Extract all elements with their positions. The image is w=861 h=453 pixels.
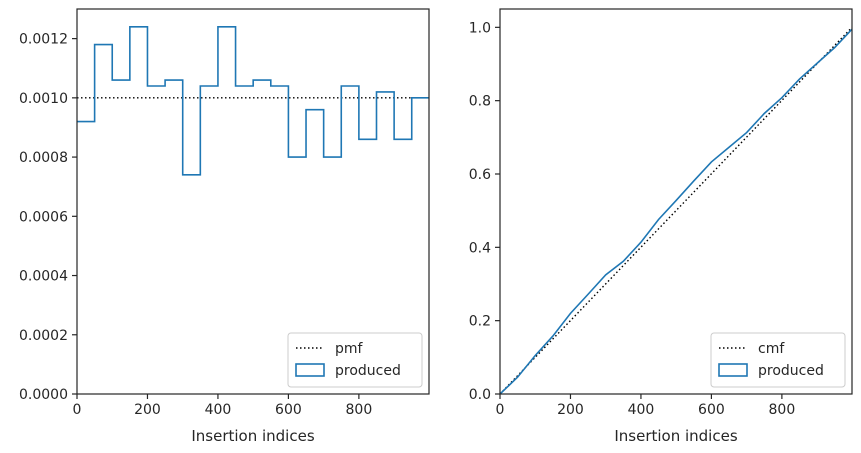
legend: cmf produced	[710, 332, 846, 388]
series-produced-line	[500, 28, 852, 394]
y-tick-label: 0.0004	[19, 269, 68, 285]
y-tick-label: 0.0002	[19, 328, 68, 344]
cmf-panel: 0 200 400 600 800 0.0 0.2 0.4 0.6 0.8 1.0 Insertion…	[469, 8, 853, 445]
x-tick-label: 800	[769, 402, 796, 418]
y-tick-label: 1.0	[469, 20, 491, 36]
y-tick-label: 0.0010	[19, 91, 68, 107]
legend: pmf produced	[287, 332, 423, 388]
y-tick-label: 0.6	[469, 167, 491, 183]
x-tick-label: 0	[496, 402, 505, 418]
y-tick-label: 0.2	[469, 314, 491, 330]
y-tick-label: 0.0006	[19, 209, 68, 225]
legend-cmf-label: cmf	[758, 341, 785, 357]
x-axis-label: Insertion indices	[614, 427, 737, 445]
series-group	[500, 26, 852, 394]
legend-produced-swatch	[718, 363, 748, 377]
y-tick-label: 0.0008	[19, 150, 68, 166]
x-tick-label: 0	[73, 402, 82, 418]
x-axis-label: Insertion indices	[191, 427, 314, 445]
series-group	[77, 25, 429, 176]
y-tick-label: 0.0	[469, 387, 491, 403]
legend-pmf-label: pmf	[335, 341, 364, 357]
legend-box	[287, 332, 423, 388]
legend-produced-label: produced	[758, 363, 824, 379]
y-tick-label: 0.8	[469, 94, 491, 110]
pmf-panel: 0 200 400 600 800 0.0000 0.0002 0.0004 0.0006 0.0…	[19, 8, 430, 445]
legend-produced-label: produced	[335, 363, 401, 379]
x-tick-label: 400	[205, 402, 232, 418]
legend-box	[710, 332, 846, 388]
x-tick-label: 200	[134, 402, 161, 418]
y-tick-label: 0.0000	[19, 387, 68, 403]
axes-frame	[76, 8, 430, 395]
axes-frame	[499, 8, 853, 395]
series-produced-line	[77, 25, 429, 176]
x-tick-label: 200	[557, 402, 584, 418]
x-tick-label: 400	[628, 402, 655, 418]
x-tick-label: 600	[275, 402, 302, 418]
y-tick-label: 0.0012	[19, 32, 68, 48]
x-tick-label: 600	[698, 402, 725, 418]
x-tick-label: 800	[346, 402, 373, 418]
legend-produced-swatch	[295, 363, 325, 377]
series-cmf-line	[500, 26, 852, 394]
y-tick-label: 0.4	[469, 240, 491, 256]
